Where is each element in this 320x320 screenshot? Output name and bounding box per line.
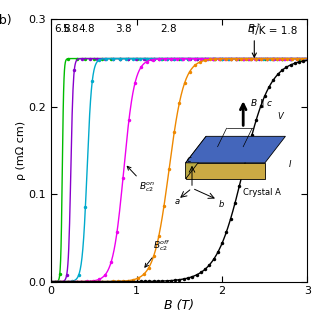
X-axis label: B (T): B (T) [164, 299, 194, 312]
Polygon shape [186, 163, 265, 179]
Text: (b): (b) [0, 14, 12, 27]
Text: $I$: $I$ [288, 158, 293, 169]
Text: $a$: $a$ [174, 197, 181, 206]
Text: $b$: $b$ [218, 197, 225, 209]
Text: 6.8: 6.8 [54, 24, 71, 34]
Text: $B$ $\|$ $c$: $B$ $\|$ $c$ [250, 97, 273, 110]
Text: $B_{c2}^{off}$: $B_{c2}^{off}$ [145, 238, 171, 267]
Text: 2.8: 2.8 [161, 24, 177, 34]
Y-axis label: ρ (mΩ cm): ρ (mΩ cm) [16, 121, 26, 180]
Text: $c$: $c$ [186, 155, 192, 164]
Text: T/K = 1.8: T/K = 1.8 [249, 26, 298, 36]
Text: $B_{c2}^{on}$: $B_{c2}^{on}$ [127, 166, 156, 194]
Text: 3.8: 3.8 [116, 24, 132, 34]
Text: $V$: $V$ [277, 110, 286, 121]
Text: $B^*$: $B^*$ [247, 21, 262, 57]
Polygon shape [186, 136, 285, 163]
Text: 4.8: 4.8 [79, 24, 95, 34]
Text: Crystal A: Crystal A [244, 188, 281, 197]
Text: 5.8: 5.8 [62, 24, 79, 34]
Polygon shape [186, 136, 206, 179]
